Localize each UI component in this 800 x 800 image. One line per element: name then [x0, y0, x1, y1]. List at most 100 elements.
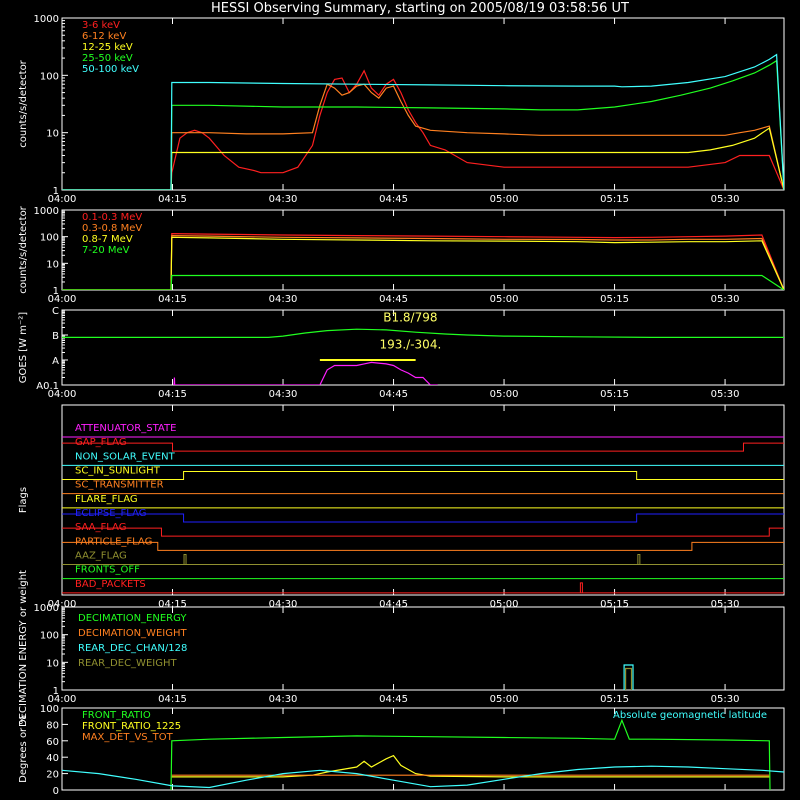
flag-label: BAD_PACKETS	[75, 579, 146, 590]
x-tick-label: 04:00	[48, 294, 77, 305]
series-line	[624, 667, 633, 690]
x-tick-label: 04:00	[48, 599, 77, 610]
y-tick-label: 10	[46, 658, 59, 669]
panel-frame	[61, 17, 785, 191]
legend-entry: 6-12 keV	[82, 31, 126, 42]
x-tick-label: 04:30	[269, 599, 298, 610]
x-tick-label: 05:15	[600, 694, 629, 705]
y-tick-label: 100	[40, 704, 59, 715]
panel-frame	[61, 209, 785, 291]
panel-low-energy: 04:00 04:15 04:30 04:45 05:00 05:15 05:30 1 10 10…	[18, 14, 785, 205]
flag-label: GAP_FLAG	[75, 437, 127, 448]
x-tick-label: 04:45	[379, 294, 408, 305]
series-line	[62, 53, 784, 190]
flag-pulse	[183, 554, 187, 565]
flag-label: ECLIPSE_FLAG	[75, 508, 146, 519]
x-tick-label: 04:30	[269, 389, 298, 400]
x-tick-label: 05:00	[490, 294, 519, 305]
legend-entry: REAR_DEC_WEIGHT	[78, 658, 177, 669]
x-tick-label: 05:00	[490, 599, 519, 610]
x-tick-label: 05:30	[711, 194, 740, 205]
y-axis-label: counts/s/detector	[18, 205, 29, 293]
flag-label: FRONTS_OFF	[75, 565, 140, 576]
x-tick-label: 04:15	[158, 599, 187, 610]
panel-frame	[61, 404, 785, 596]
panel-goes: 04:00 04:15 04:30 04:45 05:00 05:15 05:30 A0.1 A…	[18, 306, 785, 400]
x-tick-label: 04:30	[269, 194, 298, 205]
y-tick-label: 1	[53, 186, 59, 197]
panel-ratios: 0 20 40 60 80 100 Degrees or % FRONT_RATIOFRONT…	[18, 704, 785, 797]
x-tick-label: 04:45	[379, 194, 408, 205]
x-tick-label: 04:45	[379, 599, 408, 610]
flag-label: FLARE_FLAG	[75, 494, 138, 505]
legend-entry: 12-25 keV	[82, 42, 133, 53]
series-group	[62, 718, 784, 790]
legend-entry: MAX_DET_VS_TOT	[82, 732, 174, 743]
flag-label: PARTICLE_FLAG	[75, 536, 152, 547]
y-tick-label: 20	[46, 770, 59, 781]
x-tick-label: 05:30	[711, 294, 740, 305]
series-line	[62, 765, 784, 789]
series-group	[62, 328, 784, 385]
flag-label: SC_TRANSMITTER	[75, 480, 164, 491]
flag-label: SC_IN_SUNLIGHT	[75, 466, 161, 477]
series-group	[623, 664, 634, 690]
legend-entry: 0.8-7 MeV	[82, 234, 133, 245]
figure-title: HESSI Observing Summary, starting on 200…	[211, 1, 629, 16]
series-line	[173, 361, 438, 385]
goes-annotation: B1.8/798	[383, 311, 437, 325]
y-tick-label: 40	[46, 753, 59, 764]
series-group	[62, 53, 784, 190]
y-tick-label: 1000	[34, 206, 59, 217]
y-tick-label: 80	[46, 720, 59, 731]
series-line	[62, 232, 784, 290]
panels: 04:00 04:15 04:30 04:45 05:00 05:15 05:30 1 10 10…	[18, 14, 785, 797]
series-line	[62, 236, 784, 290]
series-line	[62, 69, 784, 190]
panel-frame	[61, 309, 785, 386]
series-line	[170, 718, 771, 790]
flag-line	[62, 471, 784, 480]
y-tick-label: C	[52, 306, 59, 317]
x-tick-label: 04:45	[379, 694, 408, 705]
x-tick-label: 04:00	[48, 194, 77, 205]
x-tick-label: 05:15	[600, 194, 629, 205]
x-tick-label: 05:00	[490, 694, 519, 705]
y-tick-label: 1000	[34, 603, 59, 614]
y-tick-label: 10	[46, 259, 59, 270]
legend-entry: FRONT_RATIO	[82, 710, 151, 721]
series-line	[62, 59, 784, 190]
panel-decimation: 04:00 04:15 04:30 04:45 05:00 05:15 05:30 1 10 10…	[18, 570, 785, 727]
x-tick-label: 04:15	[158, 294, 187, 305]
y-tick-label: 100	[40, 233, 59, 244]
y-tick-label: A	[52, 356, 59, 367]
x-tick-label: 04:00	[48, 389, 77, 400]
x-tick-label: 04:15	[158, 389, 187, 400]
y-tick-label: B	[52, 331, 59, 342]
legend-entry: 3-6 keV	[82, 20, 120, 31]
x-tick-label: 04:30	[269, 694, 298, 705]
y-axis-label: DECIMATION ENERGY or weight	[18, 570, 29, 727]
legend-entry: 25-50 keV	[82, 53, 133, 64]
geomagnetic-latitude-label: Absolute geomagnetic latitude	[613, 710, 767, 721]
flag-line	[62, 527, 784, 537]
series-line	[62, 274, 784, 290]
panel-high-energy: 04:00 04:15 04:30 04:45 05:00 05:15 05:30 1 10 10…	[18, 205, 785, 305]
series-line	[62, 127, 784, 190]
legend-entry: 7-20 MeV	[82, 245, 130, 256]
legend-entry: DECIMATION_ENERGY	[78, 613, 187, 624]
panel-frame	[61, 606, 785, 691]
x-tick-label: 04:30	[269, 294, 298, 305]
x-tick-label: 05:30	[711, 599, 740, 610]
y-tick-label: 1000	[34, 14, 59, 25]
flag-label: NON_SOLAR_EVENT	[75, 451, 176, 462]
flag-label: SAA_FLAG	[75, 522, 126, 533]
y-tick-label: 100	[40, 71, 59, 82]
series-line	[62, 328, 784, 338]
y-axis-label: counts/s/detector	[18, 59, 29, 147]
y-tick-label: 10	[46, 129, 59, 140]
legend-entry: DECIMATION_WEIGHT	[78, 628, 187, 639]
x-tick-label: 05:15	[600, 389, 629, 400]
legend-entry: 50-100 keV	[82, 64, 139, 75]
